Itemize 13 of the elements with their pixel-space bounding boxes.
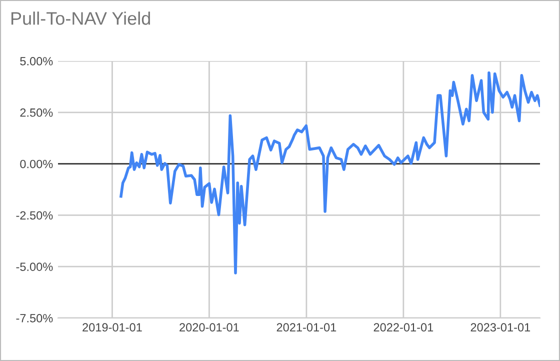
- x-tick-label: 2019-01-01: [82, 323, 142, 332]
- y-tick-label: 2.50%: [20, 108, 53, 117]
- x-tick-label: 2022-01-01: [374, 323, 434, 332]
- y-tick-label: 0.00%: [20, 160, 53, 168]
- x-tick-label: 2020-01-01: [180, 323, 239, 332]
- chart-title: Pull-To-NAV Yield: [11, 12, 150, 25]
- y-tick-label: -2.50%: [16, 211, 53, 220]
- y-tick-label: -5.00%: [16, 262, 53, 271]
- y-tick-label: 5.00%: [20, 57, 53, 66]
- x-tick-label: 2021-01-01: [276, 323, 336, 332]
- y-tick-label: -7.50%: [16, 314, 53, 322]
- x-tick-label: 2023-01-01: [470, 323, 530, 332]
- line-series: [120, 71, 540, 274]
